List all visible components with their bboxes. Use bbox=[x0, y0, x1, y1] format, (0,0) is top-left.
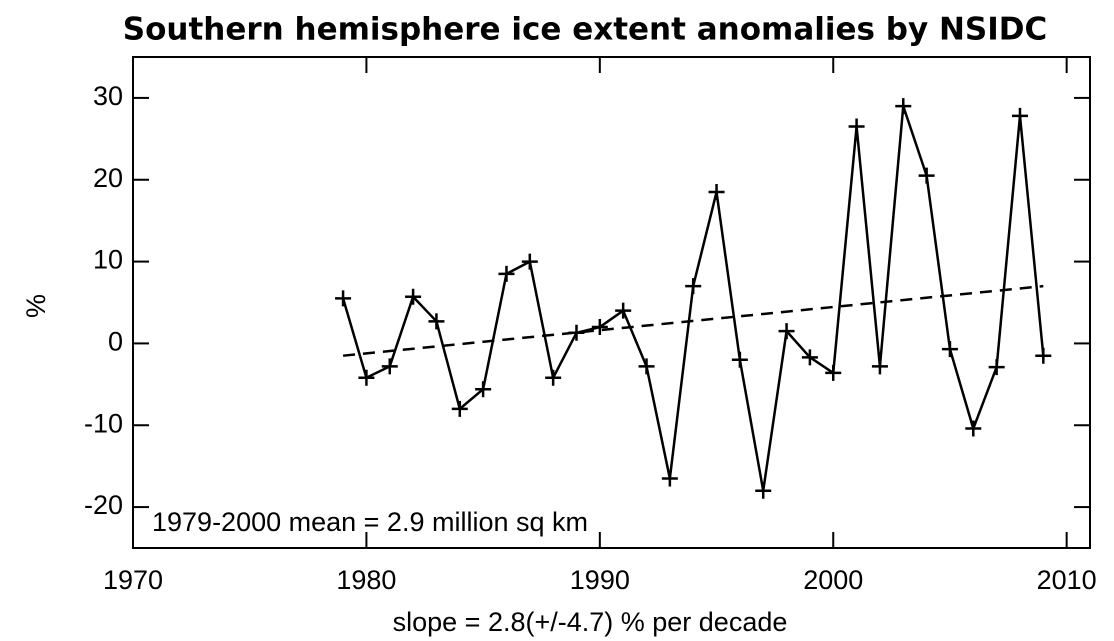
data-point bbox=[825, 364, 842, 381]
data-point bbox=[545, 369, 562, 386]
data-point bbox=[988, 359, 1005, 376]
data-point bbox=[918, 167, 935, 184]
data-point bbox=[895, 98, 912, 115]
data-point bbox=[615, 302, 632, 319]
x-tick-label: 1990 bbox=[570, 565, 630, 595]
x-tick-label: 2010 bbox=[1037, 565, 1097, 595]
data-point bbox=[498, 265, 515, 282]
y-tick-label: 30 bbox=[93, 81, 123, 111]
y-tick-label: -20 bbox=[84, 490, 123, 520]
data-point bbox=[405, 288, 422, 305]
y-axis-label: % bbox=[21, 294, 51, 318]
y-tick-label: 10 bbox=[93, 245, 123, 275]
data-point bbox=[685, 278, 702, 295]
data-point bbox=[778, 323, 795, 340]
plot-frame bbox=[132, 56, 1091, 549]
data-point bbox=[708, 184, 725, 201]
data-point bbox=[848, 118, 865, 135]
data-point bbox=[335, 290, 352, 307]
x-tick-label: 1980 bbox=[336, 565, 396, 595]
data-point bbox=[1035, 347, 1052, 364]
data-point bbox=[661, 470, 678, 487]
x-tick-label: 1970 bbox=[103, 565, 163, 595]
data-point bbox=[475, 381, 492, 398]
x-tick-label: 2000 bbox=[803, 565, 863, 595]
trend-line bbox=[342, 284, 1044, 357]
data-point bbox=[965, 420, 982, 437]
y-tick-label: 0 bbox=[108, 327, 123, 357]
data-point bbox=[871, 358, 888, 375]
data-point bbox=[568, 324, 585, 341]
data-point bbox=[941, 341, 958, 358]
data-point bbox=[521, 253, 538, 270]
x-axis-label: slope = 2.8(+/-4.7) % per decade bbox=[393, 607, 788, 637]
y-tick-label: -10 bbox=[84, 408, 123, 438]
data-point bbox=[1011, 107, 1028, 124]
data-point bbox=[638, 358, 655, 375]
data-point bbox=[731, 351, 748, 368]
data-point bbox=[451, 400, 468, 417]
data-point bbox=[358, 369, 375, 386]
data-point bbox=[381, 358, 398, 375]
data-point bbox=[428, 313, 445, 330]
data-point bbox=[591, 319, 608, 336]
data-point bbox=[801, 349, 818, 366]
chart-title: Southern hemisphere ice extent anomalies… bbox=[123, 12, 1048, 48]
y-tick-label: 20 bbox=[93, 163, 123, 193]
annotation: 1979-2000 mean = 2.9 million sq km bbox=[152, 507, 588, 537]
data-line bbox=[341, 105, 1045, 491]
data-point bbox=[755, 482, 772, 499]
